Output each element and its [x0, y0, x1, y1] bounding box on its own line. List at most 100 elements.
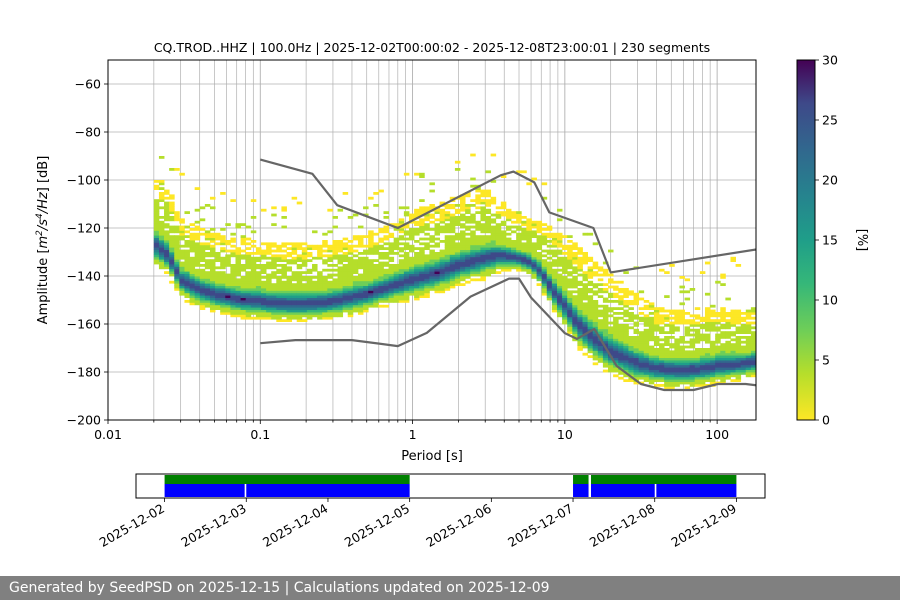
psd-cell: [562, 268, 568, 272]
psd-cell: [209, 304, 216, 308]
psd-cell: [720, 343, 726, 346]
psd-cell: [526, 228, 532, 231]
psd-cell: [199, 218, 206, 222]
psd-cell: [245, 283, 252, 286]
psd-cell: [414, 211, 420, 214]
psd-cell: [414, 220, 420, 224]
psd-cell: [715, 360, 721, 363]
psd-cell: [521, 223, 527, 226]
psd-cell: [608, 307, 614, 310]
psd-cell: [582, 324, 588, 327]
psd-cell: [301, 242, 308, 246]
psd-cell: [526, 256, 532, 260]
psd-cell: [643, 304, 650, 308]
psd-cell: [220, 256, 226, 260]
psd-cell: [184, 225, 190, 229]
psd-cell: [352, 264, 359, 267]
psd-cell: [158, 254, 165, 258]
psd-cell: [378, 304, 384, 308]
psd-cell: [439, 218, 446, 222]
psd-cell: [664, 319, 670, 322]
psd-cell: [628, 314, 634, 318]
psd-cell: [495, 256, 502, 260]
psd-cell: [388, 283, 395, 286]
psd-cell: [429, 254, 435, 258]
psd-cell: [460, 201, 466, 205]
psd-cell: [531, 256, 537, 260]
psd-cell: [597, 328, 604, 332]
psd-cell: [403, 237, 410, 241]
psd-cell: [164, 230, 170, 234]
psd-cell: [623, 292, 629, 296]
psd-cell: [419, 175, 425, 178]
psd-cell: [730, 379, 736, 382]
psd-cell: [679, 350, 685, 354]
psd-cell: [306, 300, 313, 303]
psd-cell: [204, 232, 211, 236]
psd-cell: [342, 247, 349, 250]
psd-cell: [715, 319, 721, 322]
psd-cell: [250, 312, 257, 315]
psd-cell: [352, 278, 359, 282]
psd-cell: [363, 307, 369, 310]
psd-cell: [383, 228, 389, 231]
psd-cell: [516, 259, 522, 262]
psd-cell: [403, 244, 410, 248]
psd-cell: [403, 211, 410, 214]
psd-cell: [153, 218, 160, 222]
psd-cell: [582, 321, 588, 325]
psd-cell: [444, 268, 451, 272]
psd-cell: [271, 309, 277, 313]
psd-cell: [505, 237, 512, 241]
psd-cell: [541, 276, 548, 279]
psd-cell: [577, 264, 583, 267]
psd-cell: [551, 297, 558, 301]
psd-cell: [164, 247, 170, 250]
psd-cell: [306, 314, 313, 318]
psd-cell: [500, 259, 507, 262]
psd-cell: [281, 256, 287, 260]
psd-cell: [306, 259, 313, 262]
psd-cell: [572, 280, 578, 284]
psd-cell: [291, 261, 298, 265]
psd-cell: [215, 297, 221, 301]
psd-cell: [357, 242, 364, 246]
psd-cell: [648, 362, 655, 366]
psd-cell: [674, 357, 680, 361]
psd-cell: [281, 283, 287, 286]
psd-cell: [164, 206, 170, 210]
psd-cell: [276, 259, 282, 262]
x-tick-label: 1: [409, 427, 417, 442]
psd-cell: [495, 252, 502, 255]
psd-cell: [648, 338, 655, 342]
psd-cell: [378, 283, 384, 286]
psd-cell: [730, 321, 736, 325]
psd-cell: [271, 290, 277, 294]
psd-cell: [419, 199, 425, 202]
psd-cell: [587, 271, 594, 274]
psd-cell: [511, 249, 517, 253]
psd-cell: [291, 304, 298, 308]
psd-cell: [526, 244, 532, 248]
psd-cell: [312, 266, 318, 270]
psd-cell: [531, 259, 537, 262]
psd-cell: [546, 232, 553, 236]
psd-cell: [327, 208, 333, 212]
psd-cell: [664, 324, 670, 327]
psd-cell: [209, 273, 216, 277]
psd-cell: [169, 264, 175, 267]
psd-cell: [189, 268, 196, 272]
psd-cell: [454, 283, 461, 286]
psd-cell: [434, 271, 441, 274]
psd-cell: [398, 261, 405, 265]
psd-cell: [460, 254, 466, 258]
psd-cell: [337, 271, 344, 274]
psd-cell: [363, 278, 369, 282]
psd-cell: [725, 324, 731, 327]
psd-cell: [363, 309, 369, 313]
psd-cell: [602, 369, 609, 373]
psd-cell: [255, 302, 262, 306]
psd-cell: [388, 292, 395, 296]
psd-cell: [694, 381, 701, 385]
psd-cell: [623, 369, 629, 373]
